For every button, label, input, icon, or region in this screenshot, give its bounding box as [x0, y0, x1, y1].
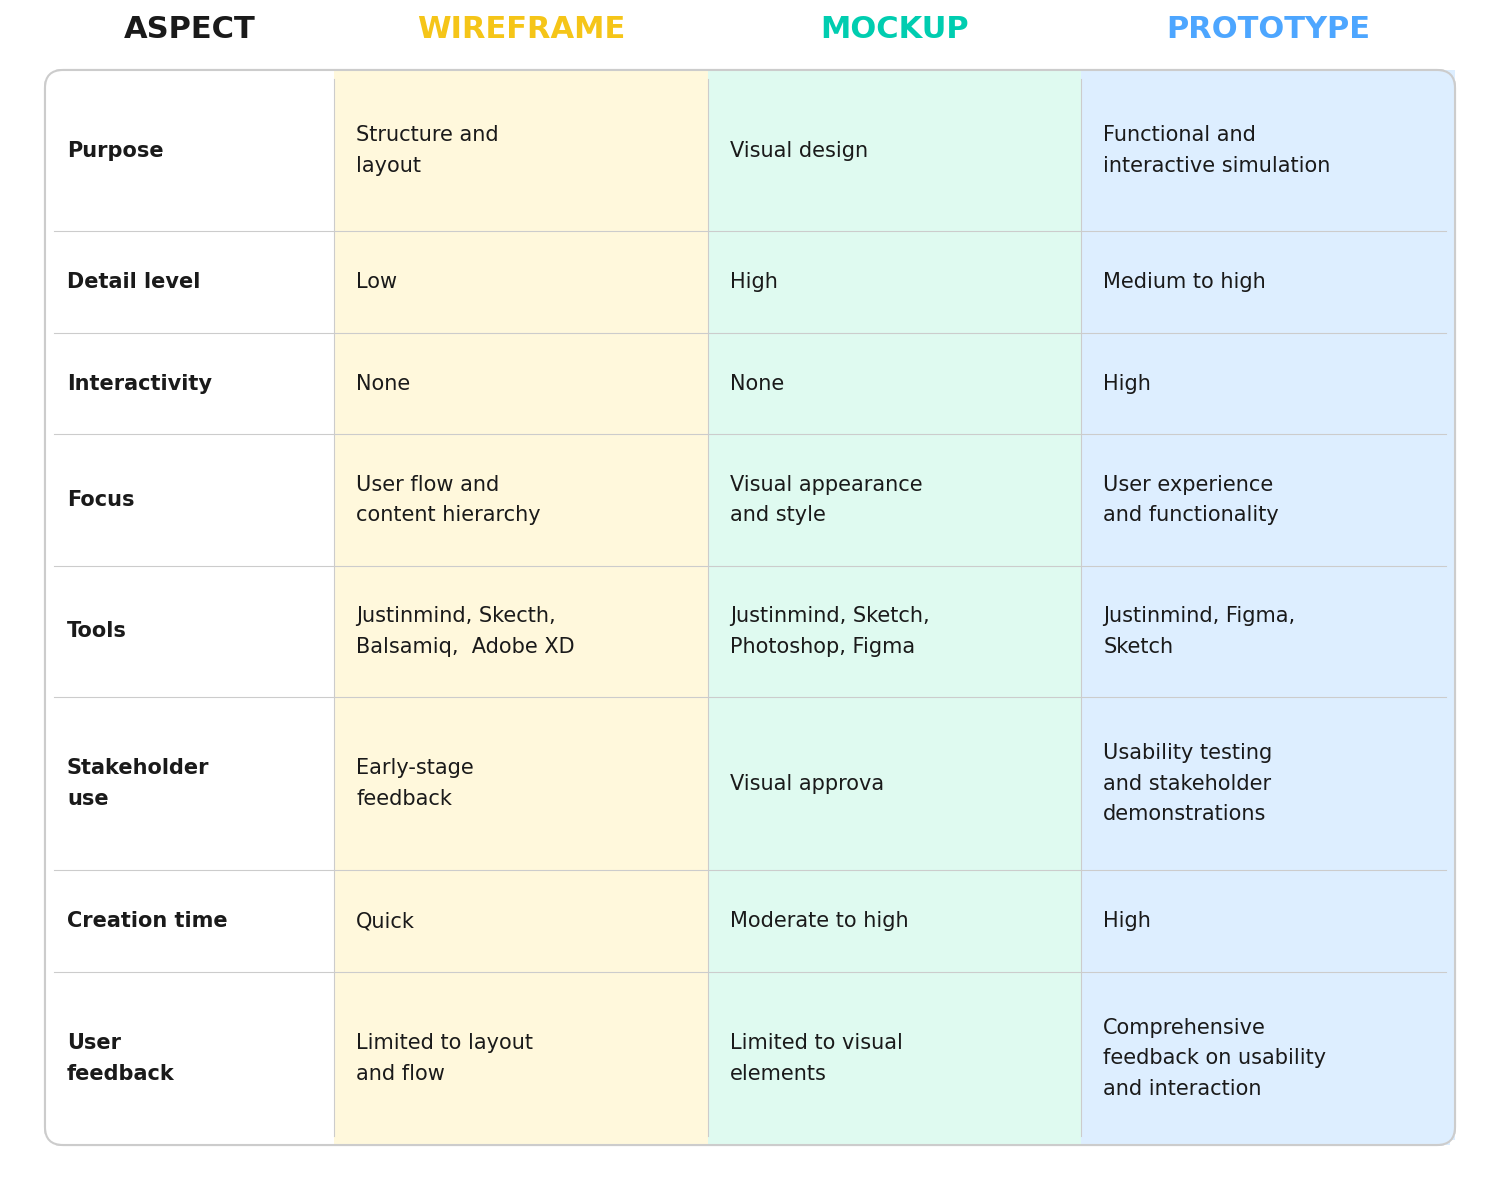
FancyBboxPatch shape [45, 70, 1455, 1145]
Bar [334, 70, 708, 1145]
Text: PROTOTYPE: PROTOTYPE [1166, 16, 1370, 44]
Bar [1082, 70, 1455, 1145]
Text: User experience
and functionality: User experience and functionality [1104, 475, 1280, 526]
Text: Early-stage
feedback: Early-stage feedback [356, 758, 474, 809]
Text: WIREFRAME: WIREFRAME [417, 16, 626, 44]
Text: Stakeholder
use: Stakeholder use [68, 758, 210, 809]
Text: Creation time: Creation time [68, 911, 228, 931]
Text: Medium to high: Medium to high [1104, 272, 1266, 292]
Text: Functional and
interactive simulation: Functional and interactive simulation [1104, 126, 1330, 176]
Bar [20, 1140, 50, 1170]
Text: Structure and
layout: Structure and layout [356, 126, 498, 176]
Bar [1450, 1140, 1480, 1170]
Text: Justinmind, Skecth,
Balsamiq,  Adobe XD: Justinmind, Skecth, Balsamiq, Adobe XD [356, 606, 574, 656]
Text: Visual design: Visual design [729, 140, 868, 161]
Text: Moderate to high: Moderate to high [729, 911, 909, 931]
Text: High: High [1104, 373, 1150, 394]
Text: Usability testing
and stakeholder
demonstrations: Usability testing and stakeholder demons… [1104, 743, 1272, 824]
Text: Visual approva: Visual approva [729, 774, 884, 793]
Text: High: High [729, 272, 777, 292]
Text: Comprehensive
feedback on usability
and interaction: Comprehensive feedback on usability and … [1104, 1018, 1326, 1099]
Text: Quick: Quick [356, 911, 416, 931]
Text: Detail level: Detail level [68, 272, 201, 292]
Bar [45, 70, 334, 1145]
Text: User
feedback: User feedback [68, 1033, 174, 1084]
Text: Tools: Tools [68, 622, 128, 641]
Text: None: None [729, 373, 784, 394]
Text: ASPECT: ASPECT [123, 16, 255, 44]
Text: MOCKUP: MOCKUP [821, 16, 969, 44]
Text: Justinmind, Sketch,
Photoshop, Figma: Justinmind, Sketch, Photoshop, Figma [729, 606, 930, 656]
Text: None: None [356, 373, 411, 394]
Text: High: High [1104, 911, 1150, 931]
Text: Limited to visual
elements: Limited to visual elements [729, 1033, 903, 1084]
Text: Low: Low [356, 272, 398, 292]
Text: Interactivity: Interactivity [68, 373, 211, 394]
Text: Purpose: Purpose [68, 140, 164, 161]
Text: User flow and
content hierarchy: User flow and content hierarchy [356, 475, 540, 526]
Text: Focus: Focus [68, 490, 135, 510]
Bar [1450, 40, 1480, 70]
Text: Justinmind, Figma,
Sketch: Justinmind, Figma, Sketch [1104, 606, 1296, 656]
Text: Visual appearance
and style: Visual appearance and style [729, 475, 922, 526]
Text: Limited to layout
and flow: Limited to layout and flow [356, 1033, 532, 1084]
Bar [20, 40, 50, 70]
Bar [708, 70, 1082, 1145]
